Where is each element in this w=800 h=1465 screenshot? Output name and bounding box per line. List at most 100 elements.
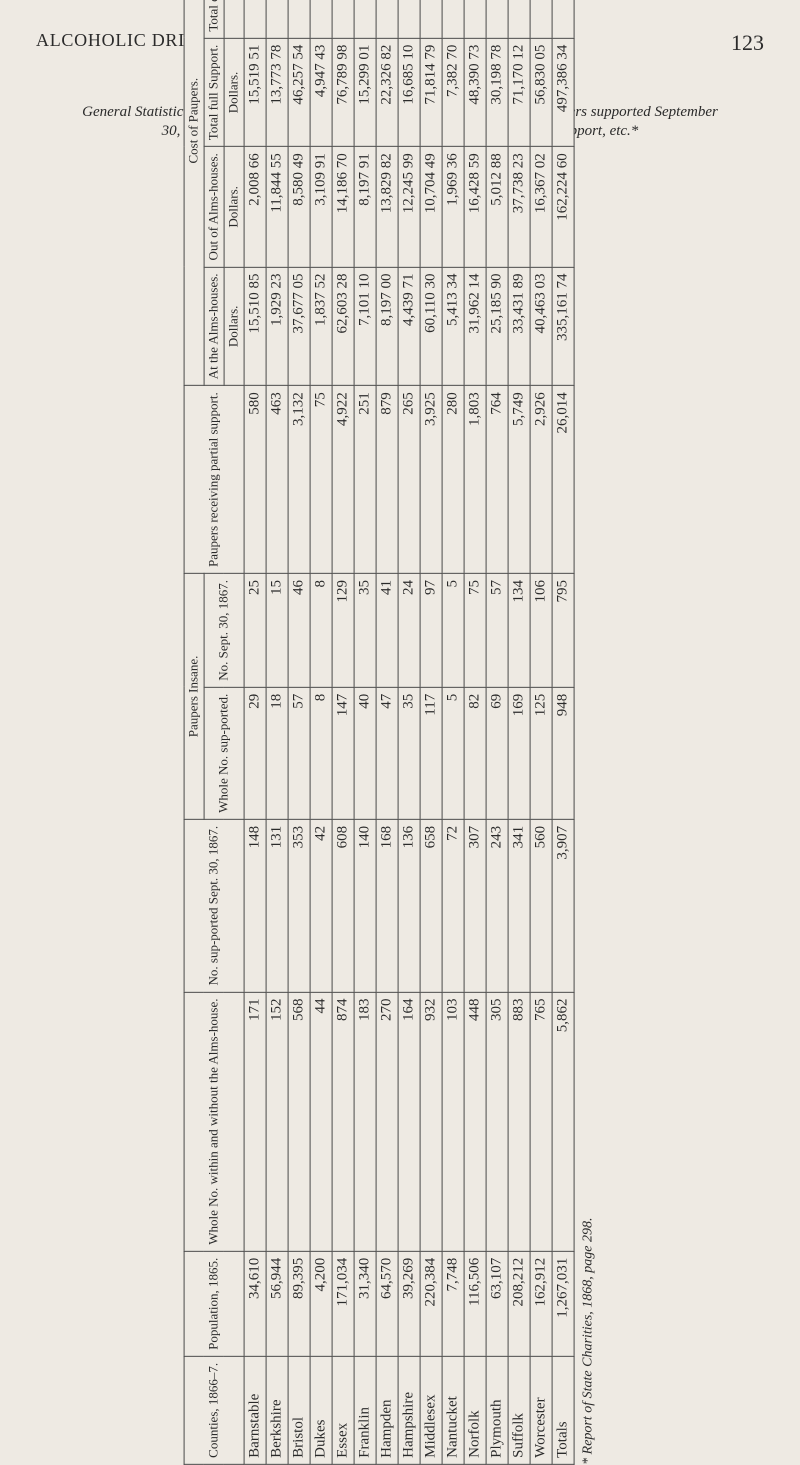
cell-county: Essex (332, 1356, 354, 1464)
cell-partial: 265 (398, 386, 420, 574)
cell-ins-whole: 8 (310, 687, 332, 819)
table-head: Counties, 1866–7. Population, 1865. Whol… (184, 0, 244, 1464)
cell-county: Worcester (530, 1356, 552, 1464)
cell-total: 50,132 15 (266, 0, 288, 38)
table-row: Suffolk208,2128833411691345,74933,431 89… (508, 0, 530, 1464)
cell-total: 21,105 75 (398, 0, 420, 38)
cell-out-alms: 5,012 88 (486, 147, 508, 267)
table-row: Essex171,0348746081471294,92262,603 2814… (332, 0, 354, 1464)
cell-sup: 136 (398, 819, 420, 992)
cell-full: 22,326 82 (376, 38, 398, 147)
col-group-insane: Paupers Insane. (184, 573, 204, 819)
cell-population: 162,912 (530, 1251, 552, 1356)
cell-population: 56,944 (266, 1251, 288, 1356)
cell-full: 16,685 10 (398, 38, 420, 147)
cell-county: Middlesex (420, 1356, 442, 1464)
cell-full: 15,519 51 (244, 38, 266, 147)
cell-county: Nantucket (442, 1356, 464, 1464)
table-row: Bristol89,39556835357463,13237,677 058,5… (288, 0, 310, 1464)
cell-ins-sept: 75 (464, 573, 486, 687)
cell-population: 208,212 (508, 1251, 530, 1356)
cell-ins-whole: 47 (376, 687, 398, 819)
cell-county: Bristol (288, 1356, 310, 1464)
cell-out-alms: 16,428 59 (464, 147, 486, 267)
cell-out-alms: 8,197 91 (354, 147, 376, 267)
cell-at-alms: 7,101 10 (354, 267, 376, 386)
table-row: Plymouth63,107305243695776425,185 905,01… (486, 0, 508, 1464)
cell-ins-whole: 169 (508, 687, 530, 819)
cell-at-alms: 40,463 03 (530, 267, 552, 386)
cell-population: 63,107 (486, 1251, 508, 1356)
col-county: Counties, 1866–7. (184, 1356, 244, 1464)
table-row: Berkshire56,94415213118154631,929 2311,8… (266, 0, 288, 1464)
paupers-table: Counties, 1866–7. Population, 1865. Whol… (184, 0, 575, 1465)
cell-ins-sept: 129 (332, 573, 354, 687)
cell-sup: 148 (244, 819, 266, 992)
cell-total: 77,308 45 (288, 0, 310, 38)
cell-at-alms: 33,431 89 (508, 267, 530, 386)
cell-sup: 243 (486, 819, 508, 992)
cell-whole-no: 152 (266, 992, 288, 1251)
cell-population: 31,340 (354, 1251, 376, 1356)
cell-full: 71,814 79 (420, 38, 442, 147)
cell-population: 64,570 (376, 1251, 398, 1356)
cell-sup: 131 (266, 819, 288, 992)
col-group-cost: Cost of Paupers. (184, 0, 204, 386)
cell-at-alms: 37,677 05 (288, 267, 310, 386)
cell-out-alms: 8,580 49 (288, 147, 310, 267)
cell-total: 19,598 95 (354, 0, 376, 38)
cell-out-alms: 37,738 23 (508, 147, 530, 267)
cell-ins-sept: 15 (266, 573, 288, 687)
cell-sup: 140 (354, 819, 376, 992)
cell-sup: 341 (508, 819, 530, 992)
cell-population: 116,506 (464, 1251, 486, 1356)
page-number: 123 (731, 30, 764, 56)
cell-whole-no: 183 (354, 992, 376, 1251)
cell-at-alms: 1,929 23 (266, 267, 288, 386)
cell-population: 4,200 (310, 1251, 332, 1356)
cell-county: Suffolk (508, 1356, 530, 1464)
cell-total: 30,505 41 (244, 0, 266, 38)
cell-full: 7,382 70 (442, 38, 464, 147)
cell-total: 77,737 74 (530, 0, 552, 38)
cell-total: 71,036 68 (464, 0, 486, 38)
cell-out-alms: 10,704 49 (420, 147, 442, 267)
cell-full: 15,299 01 (354, 38, 376, 147)
cell-whole-no: 932 (420, 992, 442, 1251)
totals-total: 758,360 41 (552, 0, 574, 38)
cell-ins-whole: 57 (288, 687, 310, 819)
totals-full: 497,386 34 (552, 38, 574, 147)
cell-sup: 560 (530, 819, 552, 992)
cell-whole-no: 874 (332, 992, 354, 1251)
table-row: Dukes4,200444288751,837 523,109 914,947 … (310, 0, 332, 1464)
cell-ins-whole: 69 (486, 687, 508, 819)
cell-population: 89,395 (288, 1251, 310, 1356)
cell-full: 30,198 78 (486, 38, 508, 147)
cell-full: 4,947 43 (310, 38, 332, 147)
totals-sup: 3,907 (552, 819, 574, 992)
cell-partial: 2,926 (530, 386, 552, 574)
cell-partial: 1,803 (464, 386, 486, 574)
cell-out-alms: 3,109 91 (310, 147, 332, 267)
cell-total: 11,538 71 (442, 0, 464, 38)
table-row: Hampshire39,26916413635242654,439 7112,2… (398, 0, 420, 1464)
cell-at-alms: 60,110 30 (420, 267, 442, 386)
col-insane-sept: No. Sept. 30, 1867. (204, 573, 244, 687)
cell-county: Dukes (310, 1356, 332, 1464)
totals-row: Totals 1,267,031 5,862 3,907 948 795 26,… (552, 0, 574, 1464)
cell-whole-no: 44 (310, 992, 332, 1251)
cell-at-alms: 1,837 52 (310, 267, 332, 386)
cell-partial: 5,749 (508, 386, 530, 574)
cell-at-alms: 8,197 00 (376, 267, 398, 386)
cell-sup: 42 (310, 819, 332, 992)
col-dollars-1: Dollars. (224, 267, 244, 386)
col-dollars-4: Dollars. (224, 0, 244, 38)
cell-partial: 764 (486, 386, 508, 574)
cell-at-alms: 25,185 90 (486, 267, 508, 386)
table-body: Barnstable34,610171148292558015,510 852,… (244, 0, 552, 1464)
cell-total: 139,267 71 (332, 0, 354, 38)
cell-whole-no: 270 (376, 992, 398, 1251)
cell-at-alms: 31,962 14 (464, 267, 486, 386)
cell-at-alms: 15,510 85 (244, 267, 266, 386)
cell-ins-whole: 82 (464, 687, 486, 819)
